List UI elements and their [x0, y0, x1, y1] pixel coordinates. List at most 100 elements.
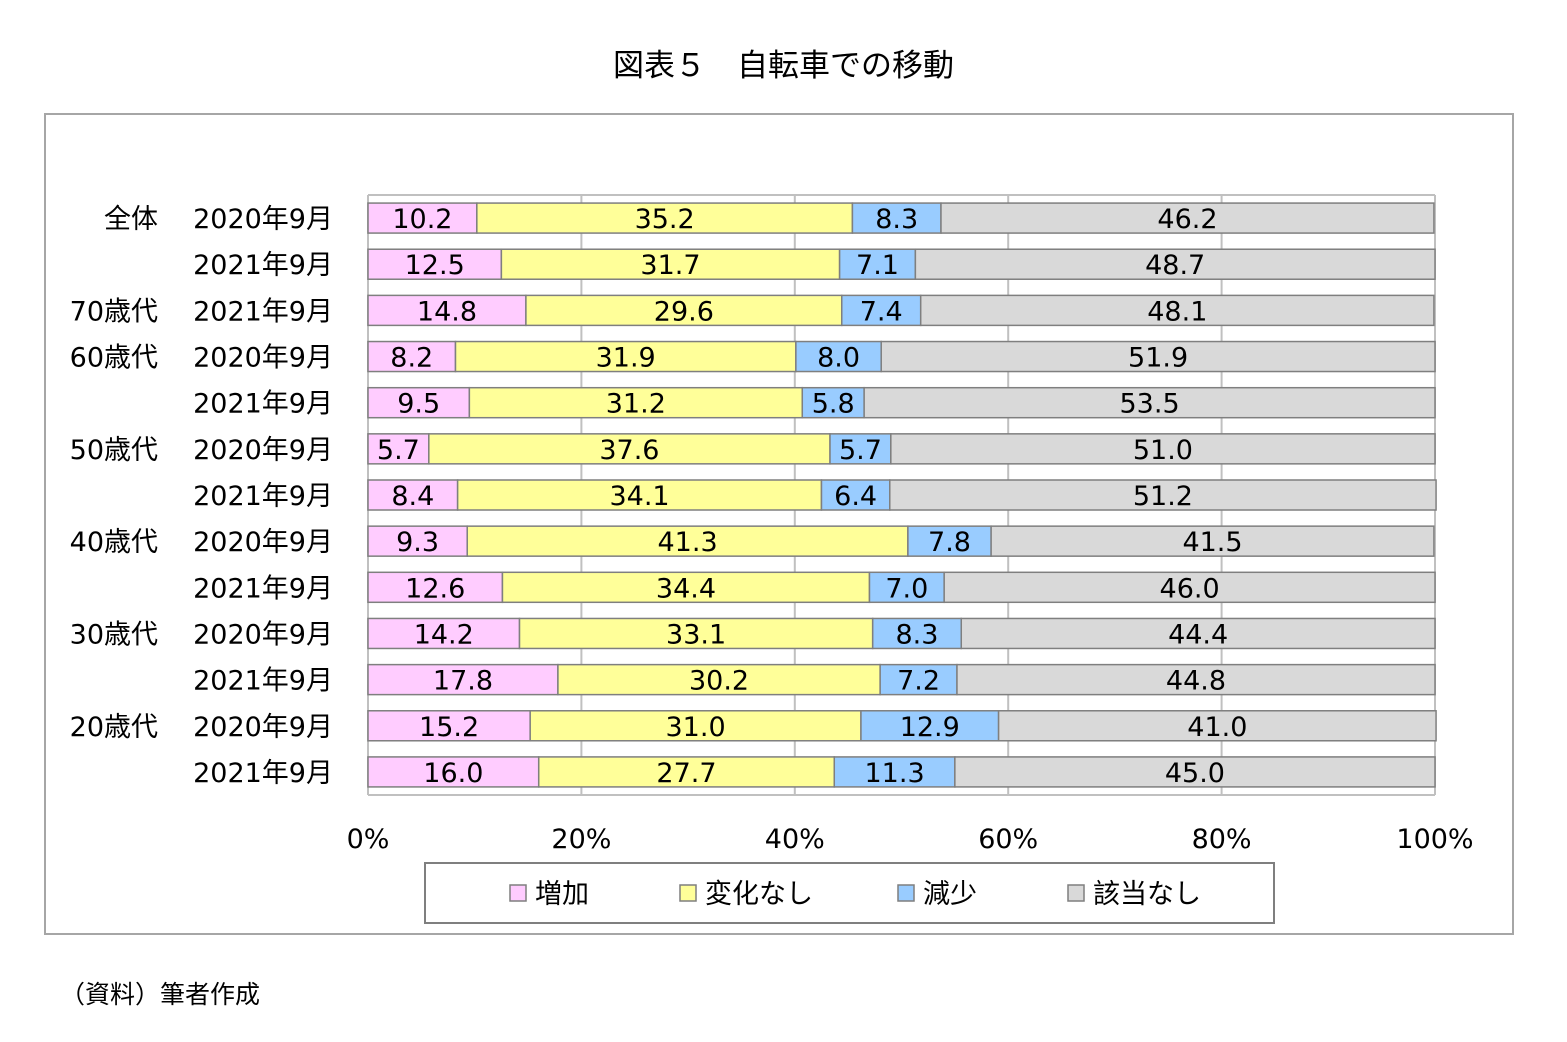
data-label: 9.3 [396, 527, 439, 558]
bar-segment [529, 710, 862, 742]
bar-segment [879, 663, 958, 696]
data-label: 12.6 [405, 573, 465, 604]
bar-segment [456, 479, 823, 511]
data-label: 15.2 [419, 712, 479, 743]
data-label: 14.2 [414, 619, 474, 650]
bar-segment [367, 525, 468, 557]
x-tick-label: 20% [551, 824, 611, 855]
data-label: 30.2 [689, 666, 749, 697]
bar-segment [880, 340, 1436, 373]
bar-segment [889, 479, 1437, 511]
bar-segment [428, 433, 831, 465]
bar-segment [890, 433, 1436, 465]
data-label: 7.2 [897, 666, 940, 697]
bar-segment [907, 525, 992, 557]
data-label: 44.4 [1168, 619, 1228, 650]
x-tick-label: 0% [347, 824, 390, 855]
data-label: 34.4 [656, 573, 716, 604]
data-label: 17.8 [433, 666, 493, 697]
data-label: 46.0 [1160, 573, 1220, 604]
category-group-label: 20歳代 [70, 712, 158, 743]
bar-segment [500, 248, 841, 280]
category-period-label: 2021年9月 [193, 573, 333, 604]
bar-segment [501, 571, 871, 604]
data-label: 51.9 [1128, 343, 1188, 374]
data-label: 7.8 [928, 527, 971, 558]
bar-segment [997, 710, 1437, 742]
data-label: 48.7 [1145, 250, 1205, 281]
bar-segment [795, 340, 882, 373]
legend-box [424, 862, 1275, 924]
category-period-label: 2021年9月 [193, 250, 333, 281]
legend-label: 減少 [923, 879, 977, 910]
data-label: 8.0 [817, 343, 860, 374]
chart-title: 図表５ 自転車での移動 [613, 48, 954, 84]
category-group-label: 全体 [104, 204, 158, 235]
bar-segment [518, 617, 874, 650]
bar-segment [468, 386, 804, 419]
bar-segment [940, 202, 1435, 234]
category-period-label: 2020年9月 [193, 343, 333, 374]
data-label: 16.0 [423, 758, 483, 789]
category-period-label: 2021年9月 [193, 389, 333, 420]
category-period-label: 2020年9月 [193, 527, 333, 558]
data-label: 7.0 [885, 573, 928, 604]
legend-swatch [509, 884, 527, 902]
legend: 増加 変化なし 減少 該当なし [424, 862, 1275, 924]
legend-swatch [679, 884, 697, 902]
bar-segment [990, 525, 1435, 557]
x-tick-label: 80% [1192, 824, 1252, 855]
bar-segment [367, 617, 521, 650]
bar-segment [860, 710, 1000, 742]
category-group-label: 40歳代 [70, 527, 158, 558]
category-group-label: 60歳代 [70, 343, 158, 374]
legend-label: 変化なし [705, 879, 813, 910]
data-label: 31.2 [606, 389, 666, 420]
data-label: 34.1 [609, 481, 669, 512]
data-label: 31.0 [666, 712, 726, 743]
data-label: 12.5 [405, 250, 465, 281]
category-group-label: 30歳代 [70, 619, 158, 650]
bar-segment [367, 663, 559, 696]
bar-segment [960, 617, 1436, 650]
data-label: 48.1 [1147, 296, 1207, 327]
legend-label: 該当なし [1093, 879, 1201, 910]
bar-segment [537, 756, 836, 788]
x-tick-label: 100% [1396, 824, 1473, 855]
category-period-label: 2020年9月 [193, 435, 333, 466]
data-label: 51.0 [1133, 435, 1193, 466]
bar-segment [557, 663, 881, 696]
data-label: 8.3 [875, 204, 918, 235]
data-label: 51.2 [1133, 481, 1193, 512]
data-label: 27.7 [656, 758, 716, 789]
bar-segment [367, 479, 459, 511]
category-period-label: 2020年9月 [193, 712, 333, 743]
data-label: 12.9 [900, 712, 960, 743]
x-tick-label: 60% [978, 824, 1038, 855]
bar-segment [868, 571, 945, 604]
data-label: 9.5 [397, 389, 440, 420]
bar-segment [851, 202, 942, 234]
data-label: 8.2 [390, 343, 433, 374]
data-label: 31.9 [596, 343, 656, 374]
category-group-label: 50歳代 [70, 435, 158, 466]
data-label: 45.0 [1165, 758, 1225, 789]
bar-segment [871, 617, 963, 650]
plot-area: 0% 20% 40% 60% 80% 100% 10.2 35.2 8.3 46.2 2020年9月… [70, 194, 1474, 855]
bar-segment [454, 340, 797, 373]
category-period-label: 2020年9月 [193, 204, 333, 235]
data-label: 6.4 [834, 481, 877, 512]
bar-segment [833, 756, 956, 788]
data-label: 46.2 [1157, 204, 1217, 235]
category-group-label: 70歳代 [70, 296, 158, 327]
legend-swatch [897, 884, 915, 902]
bar-segment [367, 248, 503, 280]
data-label: 5.7 [377, 435, 420, 466]
category-period-label: 2021年9月 [193, 666, 333, 697]
bar-segment [840, 294, 922, 327]
bar-segment [829, 433, 892, 465]
data-label: 7.1 [856, 250, 899, 281]
category-period-label: 2020年9月 [193, 619, 333, 650]
data-label: 41.3 [658, 527, 718, 558]
